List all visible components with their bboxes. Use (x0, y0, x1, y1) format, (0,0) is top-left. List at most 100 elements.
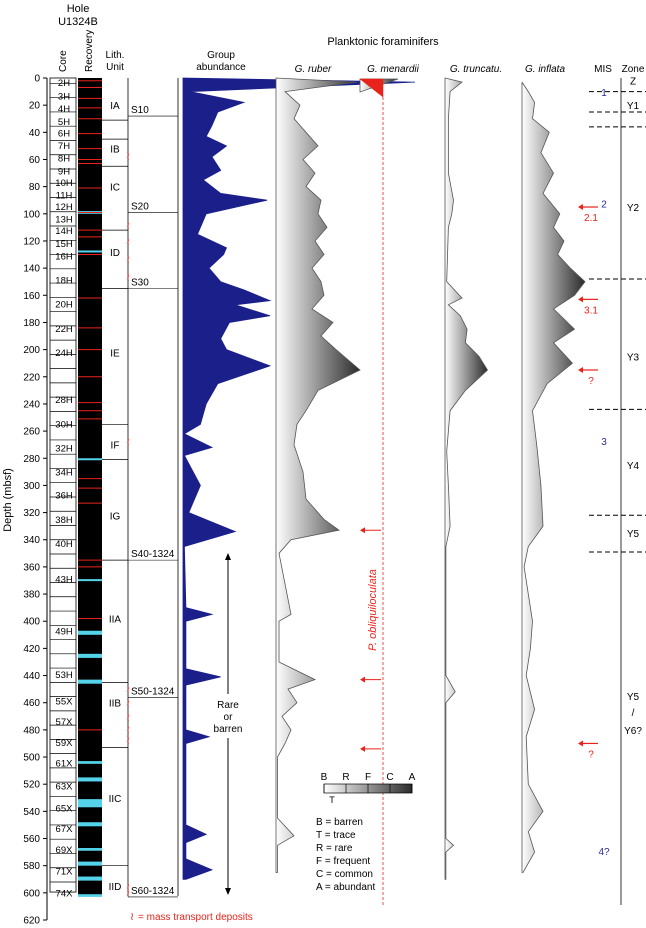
mtd-symbol: ≀ (126, 698, 130, 710)
legend-item: F = frequent (316, 856, 370, 867)
y-tick-label: 600 (23, 888, 40, 899)
zone-label: Y2 (627, 203, 640, 214)
core-column-frame (49, 77, 77, 893)
mtd-symbol: ≀ (126, 684, 130, 696)
core-label: 6H (58, 128, 70, 139)
core-label: 8H (58, 154, 70, 165)
horizon-label: S50-1324 (131, 686, 175, 697)
recovery-column (78, 78, 102, 897)
y-tick-label: 260 (23, 427, 40, 438)
rare-barren-annotation: Rare or barren (214, 553, 243, 895)
lith-header-2: Unit (106, 62, 124, 73)
legend-item: B = barren (316, 817, 363, 828)
core-label: 7H (58, 141, 70, 152)
core-label: 55X (56, 696, 74, 707)
zone-label: Y6? (624, 726, 642, 737)
mis-label: 2.1 (584, 213, 598, 224)
core-label: 49H (55, 626, 73, 637)
mis-label: 1 (601, 88, 607, 99)
g-ruber-plot (275, 77, 361, 873)
core-label: 10H (55, 178, 73, 189)
core-label: 4H (58, 104, 70, 115)
core-label: 59X (56, 738, 74, 749)
core-header: Core (58, 50, 69, 72)
mis-label: 4? (598, 847, 610, 858)
recovery-gap-band (78, 876, 102, 881)
mtd-note: = mass transport deposits (138, 912, 253, 923)
y-tick-label: 320 (23, 508, 40, 519)
mtd-symbol: ≀ (130, 911, 134, 923)
y-tick-label: 560 (23, 834, 40, 845)
mis-header: MIS (594, 64, 612, 75)
core-label: 24H (55, 348, 73, 359)
zone-label: / (632, 708, 635, 719)
ruber-header: G. ruber (295, 64, 332, 75)
y-tick-label: 160 (23, 291, 40, 302)
lith-unit-label: IE (110, 348, 120, 359)
y-tick-label: 120 (23, 236, 40, 247)
recovery-gap-band (78, 653, 102, 658)
legend-tick-label: R (342, 772, 349, 783)
zone-header: Zone (622, 64, 645, 75)
recovery-gap-band (78, 894, 102, 897)
core-label: 14H (55, 226, 73, 237)
lith-unit-label: IIB (109, 699, 122, 710)
hole-id: U1324B (58, 16, 98, 28)
mis-label: 2 (601, 199, 607, 210)
y-tick-label: 140 (23, 264, 40, 275)
mtd-symbol: ≀ (126, 436, 130, 448)
mtd-symbol: ≀ (126, 220, 130, 232)
mtd-symbol: ≀ (126, 724, 130, 736)
recovery-gap-band (78, 679, 102, 684)
zone-label: Y1 (627, 101, 640, 112)
mtd-symbol: ≀ (126, 271, 130, 283)
lith-unit-label: IB (110, 145, 120, 156)
y-tick-label: 40 (29, 128, 41, 139)
g-inflata-area (521, 81, 586, 873)
core-label: 53H (55, 670, 73, 681)
y-tick-label: 460 (23, 698, 40, 709)
core-label: 67X (56, 824, 74, 835)
y-tick-label: 540 (23, 807, 40, 818)
core-label: 13H (55, 215, 73, 226)
core-label: 32H (55, 443, 73, 454)
legend-tick-label: B (321, 772, 328, 783)
core-label: 30H (55, 419, 73, 430)
y-axis-label: Depth (mbsf) (2, 468, 14, 532)
zone-column: Z Y1 Y2 Y3 Y4 Y5 Y5 / Y6? (589, 77, 646, 905)
recovery-gap-band (78, 761, 102, 764)
y-tick-label: 200 (23, 345, 40, 356)
lith-unit-label: IF (111, 441, 120, 452)
group-header-2: abundance (196, 62, 246, 73)
y-tick-label: 180 (23, 318, 40, 329)
legend-trace-label: T (329, 795, 335, 805)
y-tick-label: 20 (29, 101, 41, 112)
legend-item: T = trace (316, 830, 356, 841)
recovery-gap-band (78, 822, 102, 827)
rare-text: Rare (217, 700, 239, 711)
mis-label: ? (588, 376, 594, 387)
mis-column: 1 22.1 3.1? 3? 4? (578, 88, 610, 858)
barren-text: barren (214, 724, 243, 735)
y-tick-label: 360 (23, 562, 40, 573)
zone-label: Z (630, 77, 636, 88)
recovery-gap-band (78, 777, 102, 782)
g-ruber-area (275, 77, 361, 873)
core-label: 71X (56, 867, 74, 878)
lith-unit-label: IC (110, 183, 120, 194)
recovery-header: Recovery (84, 30, 95, 72)
core-label: 15H (55, 239, 73, 250)
y-tick-label: 0 (34, 74, 40, 85)
or-text: or (224, 712, 234, 723)
mis-arrowhead (578, 296, 583, 303)
mtd-symbol: ≀ (126, 881, 130, 893)
core-label: 61X (56, 759, 74, 770)
y-tick-label: 240 (23, 399, 40, 410)
y-tick-label: 480 (23, 725, 40, 736)
recovery-gap-band (78, 250, 102, 253)
lith-header-1: Lith. (106, 50, 125, 61)
recovery-fill (78, 78, 102, 897)
p-obliquiloculata-arrowhead (360, 527, 365, 534)
